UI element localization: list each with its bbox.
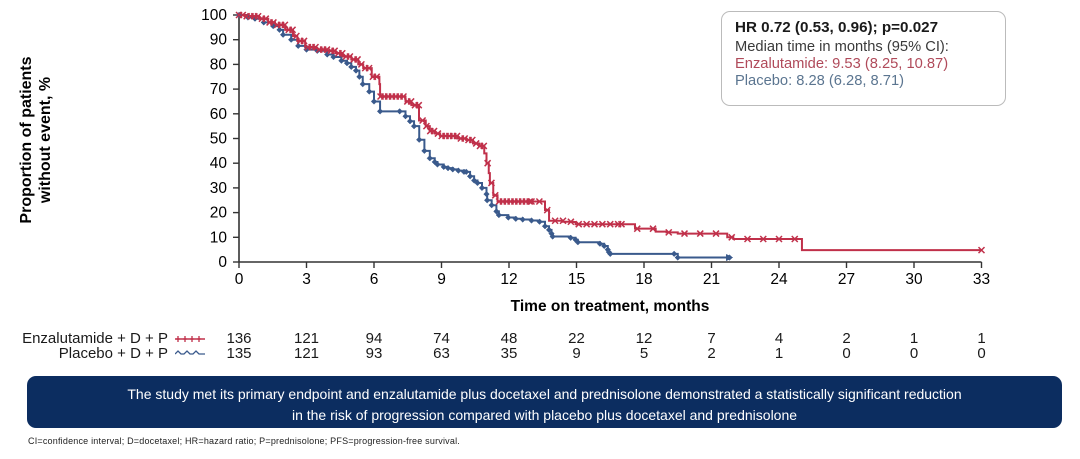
svg-text:10: 10 (210, 229, 228, 246)
svg-text:15: 15 (568, 271, 585, 288)
svg-text:60: 60 (210, 106, 228, 123)
svg-text:30: 30 (210, 180, 228, 197)
svg-text:20: 20 (210, 205, 228, 222)
svg-text:90: 90 (210, 32, 228, 49)
svg-text:80: 80 (210, 56, 228, 73)
svg-text:0: 0 (218, 254, 227, 271)
svg-text:40: 40 (210, 155, 228, 172)
svg-text:6: 6 (370, 271, 379, 288)
svg-text:21: 21 (703, 271, 720, 288)
svg-text:70: 70 (210, 81, 228, 98)
svg-text:27: 27 (838, 271, 855, 288)
svg-text:0: 0 (235, 271, 244, 288)
svg-text:18: 18 (635, 271, 652, 288)
svg-text:24: 24 (770, 271, 788, 288)
svg-text:12: 12 (500, 271, 517, 288)
svg-text:100: 100 (201, 7, 227, 24)
svg-text:9: 9 (437, 271, 446, 288)
svg-text:33: 33 (973, 271, 990, 288)
svg-text:3: 3 (302, 271, 311, 288)
svg-text:30: 30 (905, 271, 923, 288)
svg-text:50: 50 (210, 131, 228, 148)
